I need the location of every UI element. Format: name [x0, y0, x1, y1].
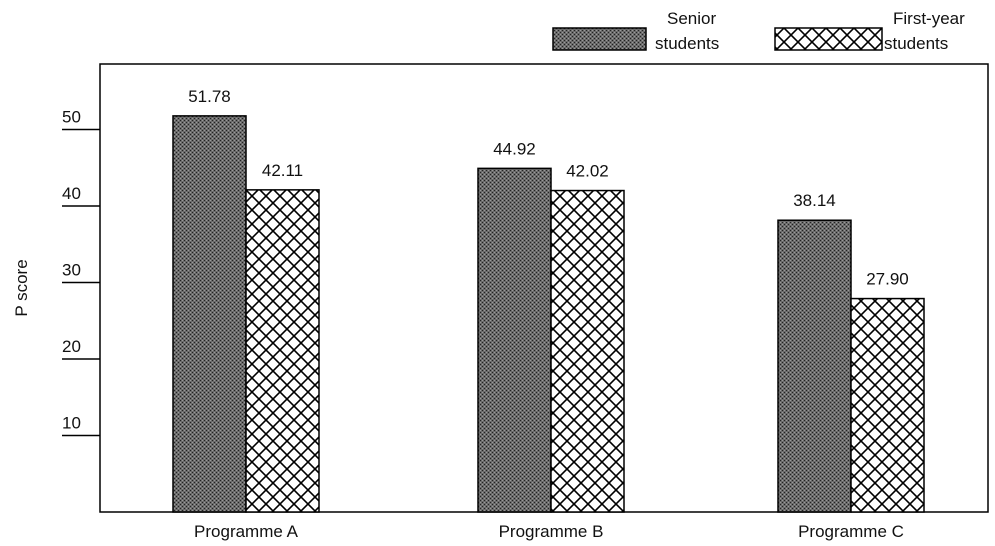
data-labels: 51.78 42.11 44.92 42.02 38.14 27.90	[188, 87, 909, 289]
category-labels: Programme A Programme B Programme C	[194, 522, 904, 541]
category-label: Programme B	[499, 522, 604, 541]
bars	[172, 115, 925, 513]
legend-label-first-year-line2: students	[884, 34, 948, 53]
y-tick-label: 20	[62, 337, 81, 356]
category-label: Programme C	[798, 522, 904, 541]
data-label: 42.11	[262, 161, 303, 180]
y-tick-label: 40	[62, 184, 81, 203]
data-label: 27.90	[866, 270, 909, 289]
bar-first-year-1	[245, 189, 320, 513]
data-label: 42.02	[566, 162, 609, 181]
data-label: 38.14	[793, 191, 836, 210]
bar-first-year-2	[550, 189, 625, 513]
category-label: Programme A	[194, 522, 299, 541]
legend: Senior students First-year students	[552, 9, 965, 53]
legend-swatch-senior	[552, 27, 647, 51]
y-tick-label: 10	[62, 414, 81, 433]
bar-senior-1	[172, 115, 247, 513]
y-axis-ticks: 10 20 30 40 50	[62, 108, 100, 437]
y-axis-title: P score	[12, 259, 31, 316]
data-label: 44.92	[493, 139, 536, 158]
y-tick-label: 30	[62, 261, 81, 280]
y-tick-label: 50	[62, 108, 81, 127]
bar-senior-3	[777, 219, 852, 513]
legend-label-senior-line2: students	[655, 34, 719, 53]
bar-senior-2	[477, 167, 552, 513]
bar-first-year-3	[850, 297, 925, 513]
data-label: 51.78	[188, 87, 231, 106]
legend-label-senior-line1: Senior	[667, 9, 716, 28]
legend-label-first-year-line1: First-year	[893, 9, 965, 28]
legend-swatch-first-year	[774, 27, 883, 51]
